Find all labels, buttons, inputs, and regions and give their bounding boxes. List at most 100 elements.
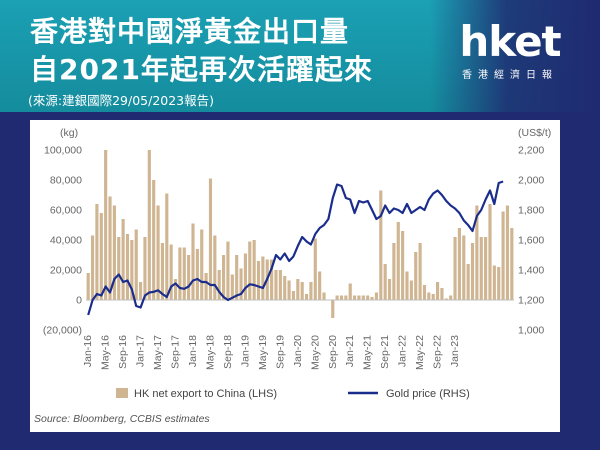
export-bar [374,292,379,300]
export-bar [134,229,138,300]
export-bar [291,291,296,300]
export-bar [431,294,435,300]
export-bar [187,255,191,300]
right-tick-label: 1,000 [518,325,544,337]
export-bar [117,237,121,300]
left-tick-label: 100,000 [44,145,82,157]
export-bar [344,295,348,300]
legend: HK net export to China (LHS) Gold price … [116,388,470,400]
export-bar [90,235,95,300]
export-bar [387,279,392,300]
brand-logo: hket 香港經濟日報 [450,20,570,82]
export-bar [283,276,287,300]
export-bar [339,295,344,300]
export-bar [147,150,151,300]
export-bar [200,229,204,300]
x-tick-label: Sep-20 [327,335,339,369]
x-tick-label: May-22 [414,335,426,370]
export-bar [479,237,483,300]
x-tick-label: May-21 [362,335,374,370]
export-bar [318,271,322,300]
export-bar [313,238,317,300]
export-bar [392,243,396,300]
x-tick-label: Sep-17 [170,335,182,369]
export-bar [112,205,116,300]
x-tick-label: May-19 [257,335,269,370]
export-bar [462,235,466,300]
right-tick-label: 2,000 [518,175,544,187]
right-tick-label: 1,400 [518,265,544,277]
export-bar [335,295,339,300]
right-axis-unit: (US$/t) [518,127,551,139]
export-bar [213,235,217,300]
export-bar [361,295,365,300]
left-tick-label: 80,000 [50,175,82,187]
export-bar [435,282,440,300]
x-tick-label: May-20 [309,335,321,370]
export-bar [444,298,448,300]
export-bar [252,240,256,300]
export-bar [296,279,300,300]
left-tick-label: 60,000 [50,205,82,217]
export-bar [195,249,199,300]
export-bar [104,150,108,300]
export-bar [230,274,234,300]
export-bar [173,279,178,300]
export-bar [182,247,186,300]
export-bar [501,211,505,300]
export-bar [274,270,278,300]
export-bar [396,222,400,300]
left-tick-label: 20,000 [50,265,82,277]
export-bar [453,237,457,300]
left-axis-unit: (kg) [60,127,78,139]
export-bar [217,270,221,300]
export-bar [178,247,182,300]
x-tick-label: Sep-19 [274,335,286,369]
export-bar [156,205,160,300]
export-bar [239,268,243,300]
gold-price-line [87,180,504,316]
export-bar [169,244,173,300]
export-bar [475,205,479,300]
export-bar [370,297,374,300]
export-bar [353,295,357,300]
export-bar [470,243,475,300]
export-bar [143,237,147,300]
export-bar [309,282,313,300]
left-tick-label: (20,000) [43,325,82,337]
left-tick-label: 0 [76,295,82,307]
export-bar [466,264,470,300]
right-axis: 1,000 1,200 1,400 1,600 1,800 2,000 2,200 [518,145,544,337]
chart-source: Source: Bloomberg, CCBIS estimates [34,413,210,425]
export-bar [125,234,130,300]
export-bar [383,264,387,300]
legend-bar-swatch [116,388,128,398]
x-tick-label: Sep-21 [379,335,391,369]
export-bar [449,295,453,300]
x-tick-label: Jan-21 [344,335,356,367]
export-bar [405,271,409,300]
right-tick-label: 1,600 [518,235,544,247]
left-tick-label: 40,000 [50,235,82,247]
x-tick-label: Jan-17 [135,335,147,367]
legend-line-label: Gold price (RHS) [386,388,470,400]
x-tick-label: Sep-22 [432,335,444,369]
export-bar [484,237,488,300]
x-tick-label: May-16 [100,335,112,370]
export-bar [300,282,304,300]
export-bar [191,223,195,300]
export-bar [243,253,247,300]
export-bar [379,190,383,300]
legend-bar-label: HK net export to China (LHS) [134,388,277,400]
bar-series [86,150,514,318]
x-tick-label: Jan-19 [239,335,251,367]
right-tick-label: 2,200 [518,145,544,157]
export-bar [108,196,112,300]
export-bar [505,205,510,300]
x-tick-label: Sep-16 [117,335,129,369]
title-banner: 香港對中國淨黃金出口量 自2021年起再次活躍起來 (來源:建銀國際29/05/… [0,0,600,112]
page-title-line-2: 自2021年起再次活躍起來 [30,53,373,86]
export-bar [510,228,514,300]
export-bar [357,295,361,300]
export-bar [165,193,169,300]
